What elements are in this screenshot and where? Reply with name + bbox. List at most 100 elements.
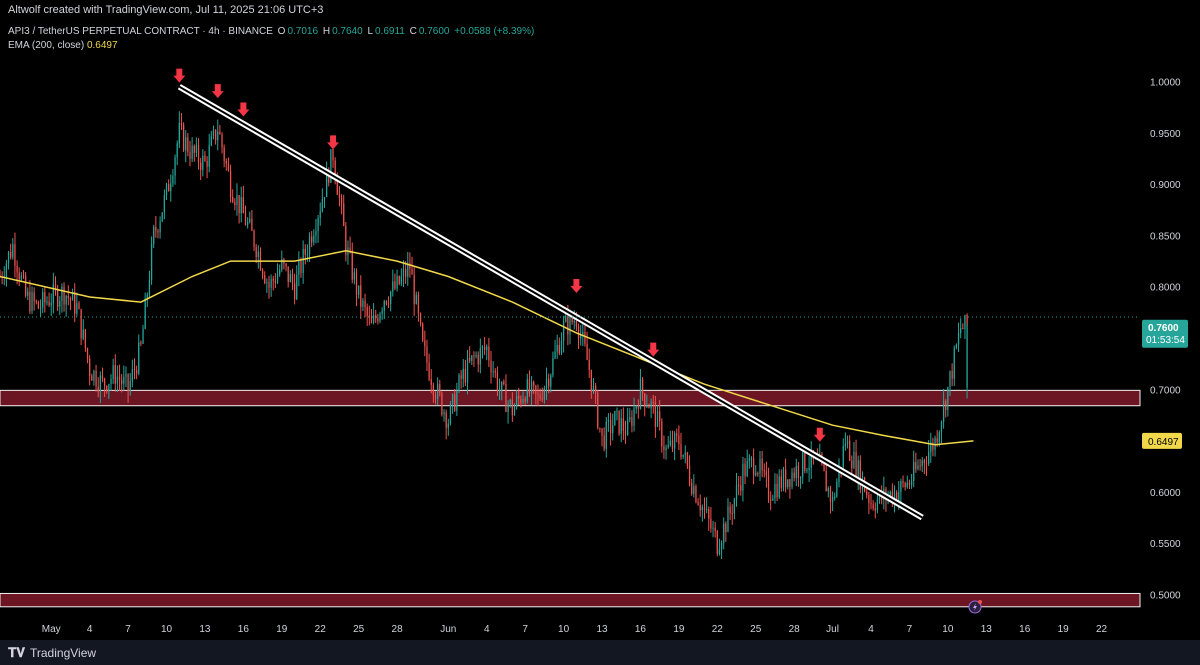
candle-body: [191, 145, 193, 159]
candle-body: [804, 452, 806, 471]
candle-body: [806, 470, 808, 472]
candle-body: [550, 375, 552, 387]
candle-body: [904, 483, 906, 488]
candle-body: [966, 315, 968, 327]
candle-body: [565, 316, 567, 322]
candle-body: [652, 401, 654, 403]
candle-body: [876, 499, 879, 511]
candle-body: [802, 452, 804, 477]
candles: [0, 111, 968, 560]
support-resistance-zones: [0, 389, 1141, 608]
candle-body: [204, 155, 206, 161]
candle-body: [823, 463, 825, 472]
symbol-title[interactable]: API3 / TetherUS PERPETUAL CONTRACT · 4h …: [8, 26, 273, 37]
candle-body: [851, 460, 853, 469]
candle-body: [443, 412, 445, 415]
candle-body: [853, 451, 855, 469]
candle-body: [287, 266, 289, 283]
candle-body: [375, 315, 377, 319]
x-tick-label: 7: [125, 624, 131, 635]
candle-body: [571, 314, 573, 322]
candle-body: [627, 419, 629, 435]
ema-label[interactable]: EMA (200, close): [8, 40, 85, 51]
candle-body: [535, 385, 537, 394]
candle-body: [172, 175, 174, 184]
y-tick-label: 0.8500: [1150, 231, 1181, 242]
candle-body: [91, 375, 93, 381]
candle-body: [545, 378, 548, 389]
x-tick-label: 10: [161, 624, 173, 635]
candle-body: [765, 470, 768, 476]
candle-body: [360, 285, 362, 307]
candle-body: [733, 499, 736, 514]
candle-body: [910, 480, 913, 485]
candle-body: [338, 194, 341, 198]
candle-body: [176, 143, 178, 158]
candle-body: [810, 450, 812, 468]
candle-body: [285, 263, 287, 267]
candle-body: [471, 355, 473, 361]
x-tick-label: May: [42, 624, 61, 635]
candle-body: [281, 259, 283, 270]
candle-body: [323, 196, 326, 199]
candle-body: [368, 315, 370, 317]
candle-body: [48, 301, 50, 306]
candle-body: [703, 506, 706, 511]
y-tick-label: 0.8000: [1150, 283, 1181, 294]
candle-body: [370, 316, 373, 323]
candle-body: [483, 346, 486, 350]
candle-body: [225, 160, 227, 164]
tradingview-logo[interactable]: 𝐓𝐕 TradingView: [8, 645, 96, 661]
candle-body: [242, 197, 245, 214]
candle-body: [866, 491, 868, 496]
candle-body: [308, 236, 311, 255]
price-chart[interactable]: 1.00000.95000.90000.85000.80000.75000.70…: [0, 0, 1200, 640]
candle-body: [757, 473, 759, 475]
candle-body: [189, 152, 191, 159]
x-tick-label: 22: [315, 624, 327, 635]
candle-body: [825, 471, 827, 492]
candle-body: [669, 440, 671, 446]
candle-body: [44, 292, 46, 303]
candle-body: [624, 430, 627, 435]
candle-body: [168, 184, 170, 192]
candle-body: [57, 288, 59, 307]
candle-body: [772, 498, 774, 501]
x-tick-label: 10: [942, 624, 954, 635]
candle-body: [582, 331, 584, 336]
candle-body: [787, 479, 789, 488]
candle-body: [740, 485, 742, 491]
candle-body: [947, 387, 949, 411]
x-tick-label: 7: [907, 624, 913, 635]
candle-body: [552, 357, 554, 376]
candle-body: [778, 476, 780, 498]
candle-body: [928, 452, 930, 465]
candle-body: [481, 346, 484, 349]
candle-body: [844, 444, 847, 447]
candle-body: [123, 376, 125, 384]
candle-body: [562, 321, 565, 341]
candle-body: [14, 244, 16, 266]
candle-body: [676, 433, 678, 436]
candle-body: [580, 335, 582, 339]
candle-body: [63, 286, 65, 305]
candle-body: [940, 421, 943, 433]
candle-body: [618, 410, 620, 434]
down-arrow-icon: [647, 342, 660, 357]
candle-body: [603, 435, 605, 449]
candle-body: [409, 263, 411, 269]
candle-body: [118, 376, 121, 381]
candle-body: [127, 374, 129, 391]
candle-body: [133, 369, 136, 371]
candle-body: [808, 467, 810, 471]
candle-body: [121, 380, 123, 384]
candle-body: [629, 417, 631, 420]
candle-body: [631, 417, 633, 426]
candle-body: [473, 355, 475, 357]
candle-body: [938, 432, 940, 443]
candle-body: [332, 149, 334, 161]
candle-body: [791, 472, 793, 487]
candle-body: [720, 542, 723, 550]
x-tick-label: 25: [750, 624, 762, 635]
